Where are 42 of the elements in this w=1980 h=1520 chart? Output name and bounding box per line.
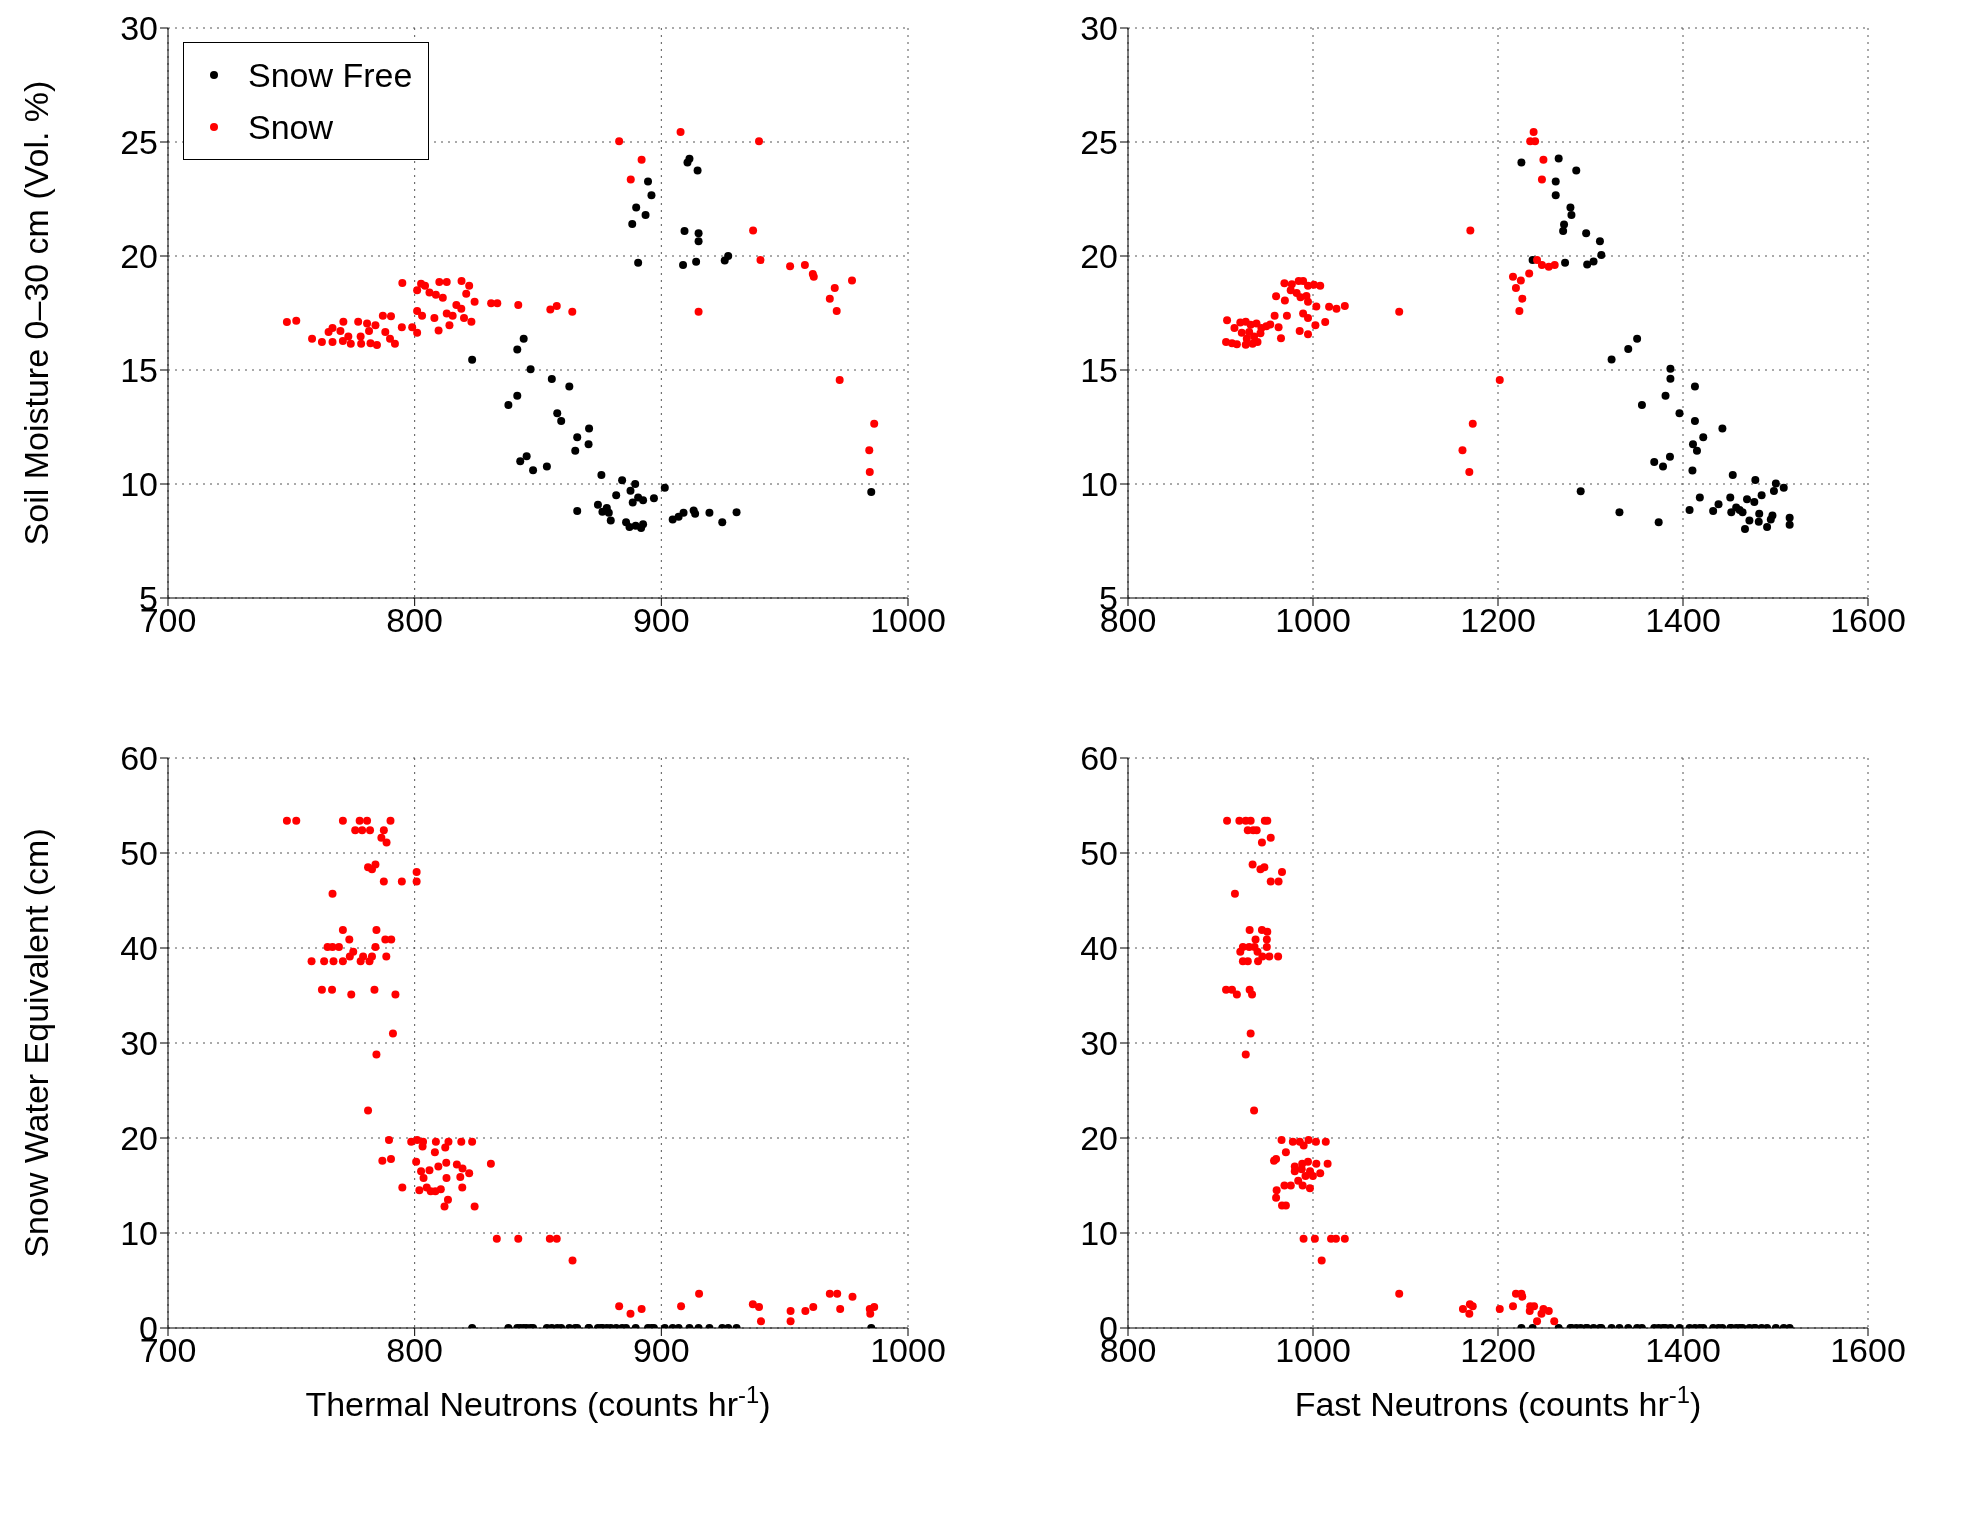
y-tick-label: 60 — [1080, 739, 1118, 778]
y-tick-label: 30 — [120, 1024, 158, 1063]
x-tick-label: 1200 — [1460, 1331, 1536, 1370]
x-tick-label: 900 — [632, 1331, 690, 1370]
x-tick-label: 1000 — [870, 601, 946, 640]
y-tick-label: 40 — [120, 929, 158, 968]
y-axis-title: Snow Water Equivalent (cm) — [17, 828, 55, 1258]
x-tick-label: 800 — [386, 601, 444, 640]
y-tick-label: 20 — [1080, 1119, 1118, 1158]
y-tick-label: 20 — [120, 1119, 158, 1158]
x-tick-label: 1000 — [870, 1331, 946, 1370]
x-axis-title: Thermal Neutrons (counts hr$^{-1}$) — [305, 1380, 771, 1423]
y-tick-label: 20 — [120, 237, 158, 276]
y-tick-label: 50 — [1080, 834, 1118, 873]
x-tick-label: 800 — [386, 1331, 444, 1370]
y-tick-label: 25 — [120, 123, 158, 162]
x-tick-label: 1000 — [1275, 1331, 1351, 1370]
y-tick-label: 20 — [1080, 237, 1118, 276]
x-tick-label: 1600 — [1830, 1331, 1906, 1370]
y-tick-label: 60 — [120, 739, 158, 778]
legend-label: Snow — [248, 107, 334, 148]
y-tick-label: 40 — [1080, 929, 1118, 968]
y-tick-label: 10 — [1080, 465, 1118, 504]
y-tick-label: 15 — [1080, 351, 1118, 390]
y-tick-label: 25 — [1080, 123, 1118, 162]
y-tick-label: 30 — [1080, 9, 1118, 48]
y-axis-title: Soil Moisture 0–30 cm (Vol. %) — [17, 80, 55, 546]
legend-label: Snow Free — [248, 55, 413, 96]
x-tick-label: 1200 — [1460, 601, 1536, 640]
y-tick-label: 10 — [1080, 1214, 1118, 1253]
x-tick-label: 1400 — [1645, 1331, 1721, 1370]
y-tick-label: 30 — [1080, 1024, 1118, 1063]
y-tick-label: 10 — [120, 465, 158, 504]
x-tick-label: 900 — [632, 601, 690, 640]
x-tick-label: 1400 — [1645, 601, 1721, 640]
x-tick-label: 1000 — [1275, 601, 1351, 640]
y-tick-label: 15 — [120, 351, 158, 390]
y-tick-label: 30 — [120, 9, 158, 48]
x-axis-title: Fast Neutrons (counts hr$^{-1}$) — [1294, 1380, 1702, 1423]
x-tick-label: 1600 — [1830, 601, 1906, 640]
y-tick-label: 10 — [120, 1214, 158, 1253]
y-tick-label: 50 — [120, 834, 158, 873]
